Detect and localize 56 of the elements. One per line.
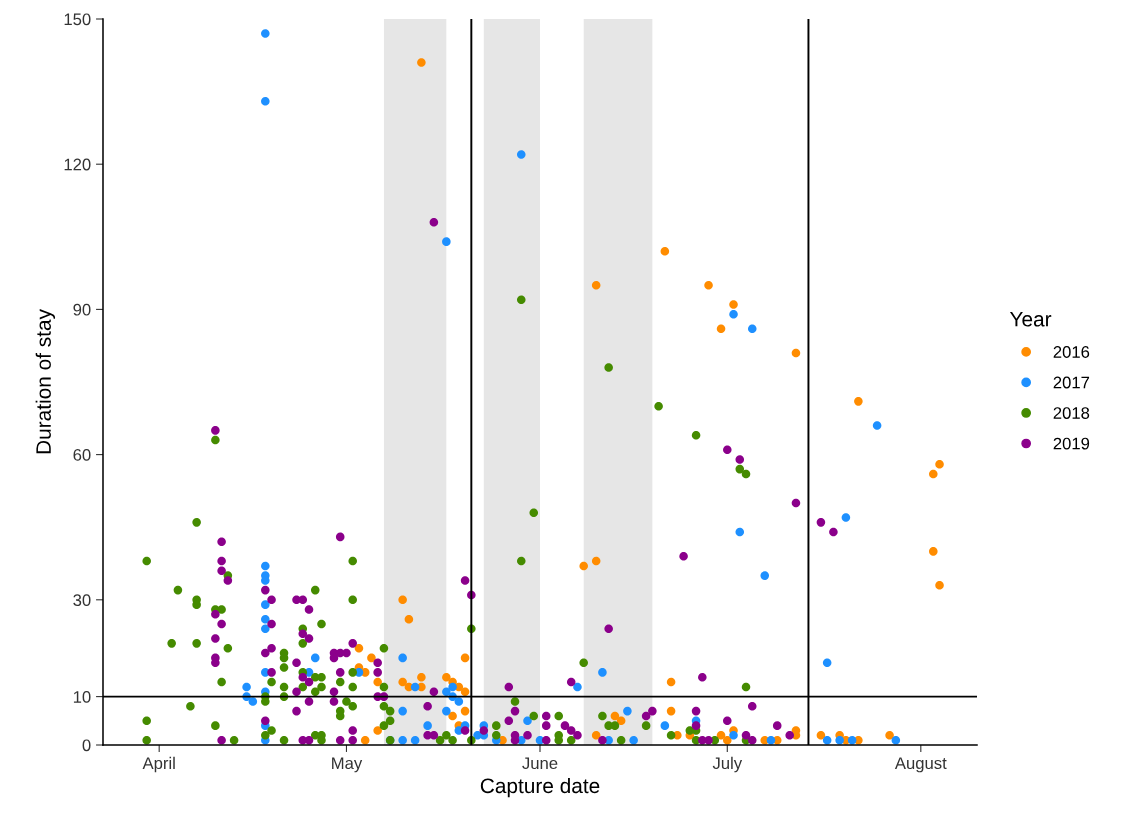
point xyxy=(460,687,470,697)
y-tick-label: 60 xyxy=(73,449,91,461)
point xyxy=(616,716,626,726)
point xyxy=(591,280,601,290)
point xyxy=(373,677,382,687)
y-tick-label: 150 xyxy=(64,13,91,26)
x-axis-title: Capture date xyxy=(480,777,600,798)
point xyxy=(460,706,470,716)
point xyxy=(729,300,738,309)
point xyxy=(591,731,601,740)
point xyxy=(660,247,670,256)
point xyxy=(935,581,944,590)
y-tick-label: 0 xyxy=(82,739,91,752)
point xyxy=(610,711,620,721)
point xyxy=(367,653,376,663)
point xyxy=(417,58,426,67)
point xyxy=(460,653,470,663)
y-tick-label: 30 xyxy=(73,594,91,606)
point xyxy=(854,397,863,406)
point xyxy=(704,280,713,290)
point xyxy=(442,672,451,682)
point xyxy=(354,643,364,653)
point xyxy=(591,556,601,566)
point xyxy=(816,731,826,740)
legend-label: 2018 xyxy=(1053,407,1090,419)
legend-title: Year xyxy=(1009,311,1052,327)
point xyxy=(448,711,457,721)
x-tick-label: April xyxy=(142,756,175,773)
point xyxy=(716,731,726,740)
point xyxy=(716,324,726,334)
point xyxy=(791,348,801,358)
point xyxy=(935,460,944,469)
point xyxy=(723,735,732,745)
x-tick-label: May xyxy=(332,757,363,773)
x-tick-label: June xyxy=(522,757,558,770)
y-tick-label: 10 xyxy=(73,691,91,703)
legend-label: 2019 xyxy=(1053,437,1090,450)
y-tick-label: 120 xyxy=(64,158,91,171)
point xyxy=(579,561,588,571)
point xyxy=(929,547,938,556)
point xyxy=(666,677,676,687)
point xyxy=(373,726,382,735)
x-tick-label: July xyxy=(712,756,743,773)
point xyxy=(360,735,370,745)
legend-label: 2017 xyxy=(1053,376,1090,389)
y-tick-label: 90 xyxy=(73,303,91,316)
legend-label: 2016 xyxy=(1053,346,1090,358)
point xyxy=(417,672,426,682)
point xyxy=(929,469,938,479)
point xyxy=(666,706,676,716)
point xyxy=(404,614,414,624)
point xyxy=(885,731,894,740)
point xyxy=(398,595,407,605)
x-tick-label: August xyxy=(894,757,947,773)
point xyxy=(398,677,407,687)
y-axis-title: Duration of stay xyxy=(35,309,56,454)
